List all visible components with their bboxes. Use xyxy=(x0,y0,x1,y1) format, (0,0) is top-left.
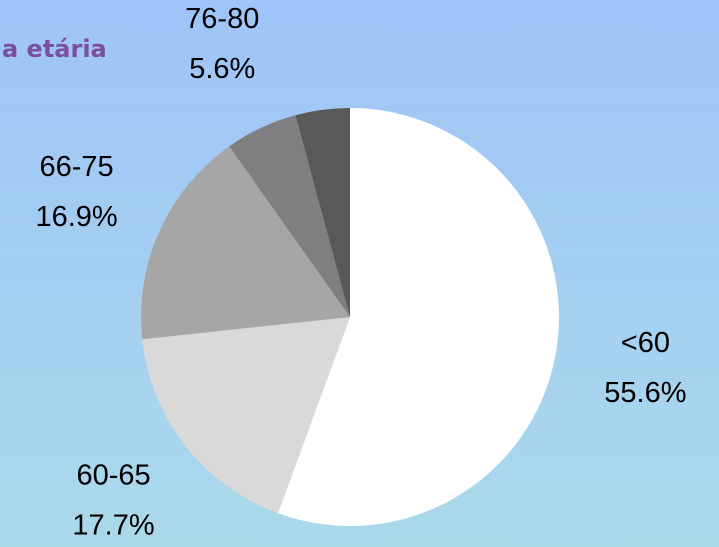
pie-slice xyxy=(277,108,560,526)
slice-label: 76-80 xyxy=(185,3,259,35)
pie-slice xyxy=(142,317,350,514)
slice-value-label: 17.7% xyxy=(72,509,154,541)
slice-value-label: 16.9% xyxy=(35,201,117,233)
slice-label: 60-65 xyxy=(76,459,150,491)
pie-slice xyxy=(295,108,350,317)
slice-label: 66-75 xyxy=(39,151,113,183)
slice-value-label: 55.6% xyxy=(604,377,686,409)
slice-label: <60 xyxy=(621,327,670,359)
slice-value-label: 5.6% xyxy=(189,53,255,85)
chart-title: a etária xyxy=(2,35,107,63)
pie-slice xyxy=(140,146,350,340)
pie-slice xyxy=(229,115,350,318)
